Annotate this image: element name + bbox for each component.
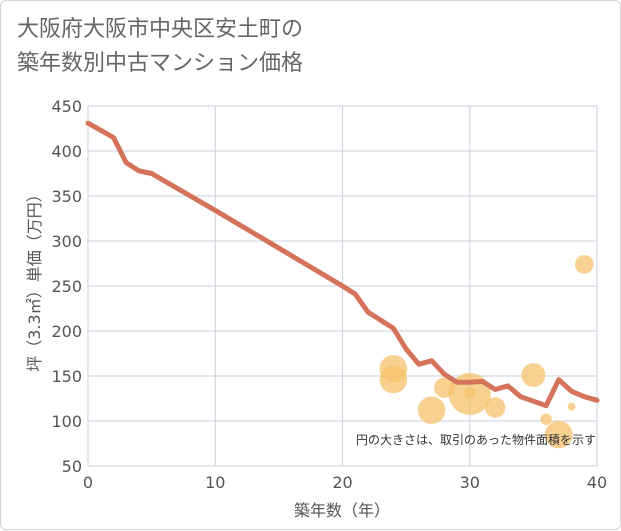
y-tick-label: 450 — [51, 97, 82, 116]
x-tick-label: 0 — [83, 473, 93, 492]
y-tick-label: 400 — [51, 142, 82, 161]
bubble-point — [485, 397, 506, 418]
chart-title-line2: 築年数別中古マンション価格 — [17, 51, 304, 76]
x-tick-label: 30 — [460, 473, 480, 492]
chart-title-line1: 大阪府大阪市中央区安土町の — [17, 17, 304, 42]
bubble-point — [545, 420, 573, 449]
chart-title: 大阪府大阪市中央区安土町の 築年数別中古マンション価格 — [17, 13, 417, 81]
y-tick-label: 200 — [51, 322, 82, 341]
y-tick-label: 50 — [62, 457, 82, 476]
bubble-point — [379, 365, 408, 394]
x-tick-label: 20 — [332, 473, 352, 492]
x-tick-label: 10 — [205, 473, 225, 492]
y-tick-label: 250 — [51, 277, 82, 296]
y-tick-label: 100 — [51, 412, 82, 431]
grid-lines — [87, 105, 598, 467]
y-tick-label: 300 — [51, 232, 82, 251]
bubble-point — [417, 396, 446, 425]
bubble-point — [567, 402, 576, 411]
bubble-point — [574, 255, 594, 274]
bubble-layer — [379, 255, 594, 449]
y-tick-label: 150 — [51, 367, 82, 386]
x-tick-label: 40 — [587, 473, 607, 492]
bubble-point — [540, 413, 552, 425]
line-layer — [85, 120, 600, 409]
x-axis-label: 築年数（年） — [294, 501, 390, 520]
x-tick-labels: 0 10 20 30 40 — [83, 473, 607, 492]
bubble-point — [464, 387, 476, 399]
bubble-size-note: 円の大きさは、取引のあった物件面積を示す — [356, 432, 596, 447]
y-tick-label: 350 — [51, 187, 82, 206]
bubble-point — [521, 363, 546, 388]
average-price-line — [85, 120, 600, 409]
y-axis-label: 坪（3.3㎡）単価（万円） — [25, 186, 44, 371]
y-tick-labels: 50 100 150 200 250 300 350 400 450 — [51, 97, 82, 476]
